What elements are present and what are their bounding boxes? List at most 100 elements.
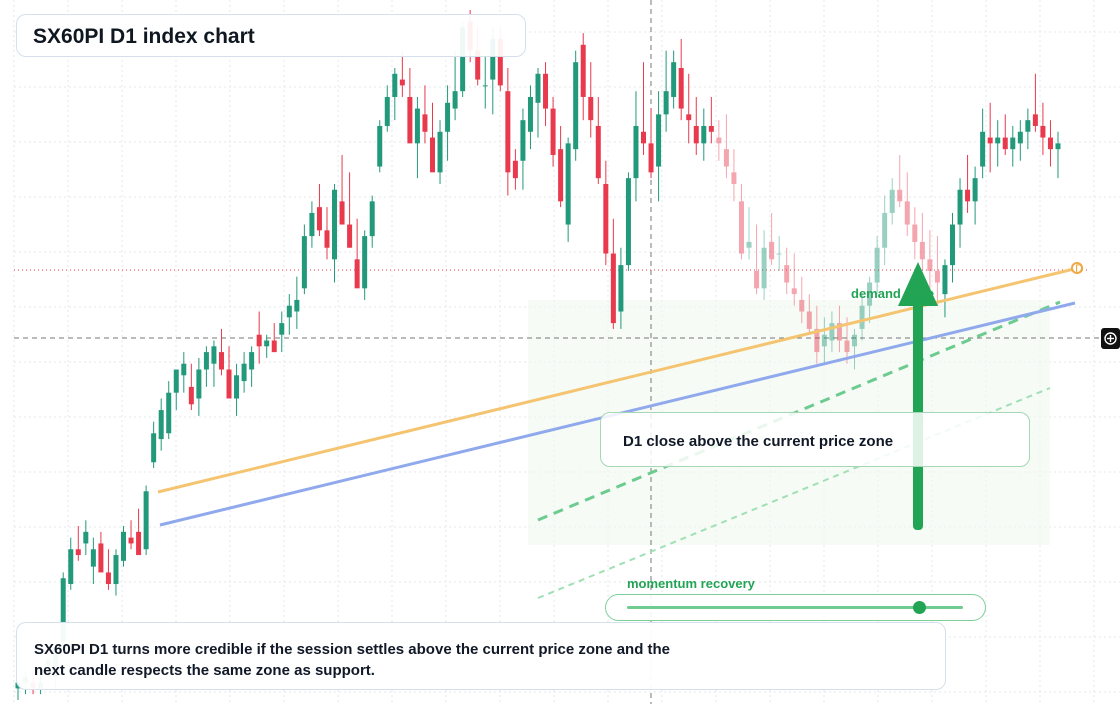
candle-body (1047, 137, 1053, 150)
candle (934, 236, 940, 306)
candle (181, 352, 187, 393)
candle-body (75, 549, 81, 556)
candle (852, 328, 858, 370)
candle (399, 50, 405, 97)
candle-body (437, 131, 443, 173)
candle (806, 294, 812, 335)
candle (625, 172, 631, 271)
candle-body (543, 73, 549, 109)
candle-body (746, 241, 752, 248)
candle (701, 108, 707, 161)
candle-body (392, 73, 398, 97)
candle (241, 352, 247, 393)
candle (731, 149, 737, 202)
candle-body (776, 253, 782, 255)
candle (641, 62, 647, 155)
candle (784, 247, 790, 295)
candle (723, 114, 729, 179)
candle (437, 120, 443, 184)
candle (565, 137, 571, 242)
candle (158, 398, 164, 451)
candle-body (535, 73, 541, 103)
candle (505, 67, 511, 196)
candle-body (60, 578, 66, 643)
candle (211, 340, 217, 387)
candle (422, 85, 428, 144)
candle (656, 91, 662, 202)
candle-body (1002, 137, 1008, 150)
candle (573, 50, 579, 161)
candle (716, 120, 722, 161)
candle-body (166, 392, 172, 434)
candle (173, 369, 179, 411)
candle-body (761, 247, 767, 289)
candle (429, 102, 435, 173)
candle-body (603, 183, 609, 254)
candle-body (588, 96, 594, 121)
candle (113, 549, 119, 596)
candle (98, 531, 104, 573)
candle-body (324, 230, 330, 248)
candle (588, 62, 594, 138)
candle (68, 537, 74, 590)
callout-text: D1 close above the current price zone (623, 433, 894, 450)
candle (226, 346, 232, 399)
candle (942, 259, 948, 318)
candle (520, 108, 526, 190)
candle-body (731, 172, 737, 184)
candle-body (520, 120, 526, 161)
candle-body (218, 352, 224, 370)
momentum-slider-knob[interactable] (913, 601, 927, 614)
candle (829, 311, 835, 353)
candle-body (1040, 125, 1046, 138)
candle (512, 149, 518, 190)
candle (452, 50, 458, 121)
candle-body (656, 114, 662, 167)
candle-body (196, 369, 202, 399)
crosshair-plus-icon[interactable] (1101, 328, 1120, 349)
candle-body (836, 323, 842, 341)
candle-body (859, 305, 865, 329)
candle-body (934, 270, 940, 283)
candle (218, 328, 224, 376)
candle (445, 85, 451, 161)
momentum-slider[interactable] (605, 594, 986, 621)
candle (301, 224, 307, 295)
candle-body (234, 375, 240, 399)
candle (558, 125, 564, 208)
candle-body (203, 352, 209, 370)
candle-body (701, 125, 707, 144)
candle (354, 218, 360, 289)
candle (814, 305, 820, 364)
candle-body (181, 363, 187, 376)
candle (75, 526, 81, 561)
candle (1025, 108, 1031, 150)
candle-body (648, 143, 654, 173)
candle-body (633, 125, 639, 179)
candle-body (316, 207, 322, 231)
candle-body (799, 299, 805, 312)
candle-body (897, 189, 903, 202)
candle (324, 207, 330, 260)
support-line-end-handle[interactable] (1071, 262, 1083, 274)
demand-zone-label: demand zone (851, 286, 935, 301)
candle (264, 334, 270, 358)
callout-panel: D1 close above the current price zone (600, 412, 1030, 467)
candle-body (573, 62, 579, 150)
candle-body (686, 114, 692, 121)
candle (836, 305, 842, 353)
candle-body (136, 531, 142, 556)
candle-body (829, 323, 835, 341)
candle (874, 236, 880, 295)
candle (1047, 120, 1053, 167)
candle (889, 178, 895, 225)
candle-body (723, 149, 729, 167)
candle-body (151, 433, 157, 463)
candle (286, 294, 292, 335)
candle (1032, 73, 1038, 132)
candle-body (995, 137, 1001, 144)
candle (362, 230, 368, 300)
candle-body (957, 189, 963, 225)
candle (166, 381, 172, 440)
